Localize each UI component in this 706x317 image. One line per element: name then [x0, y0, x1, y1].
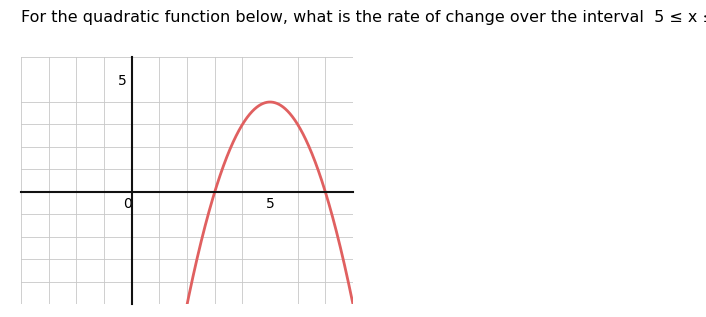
- Text: For the quadratic function below, what is the rate of change over the interval  : For the quadratic function below, what i…: [21, 10, 706, 24]
